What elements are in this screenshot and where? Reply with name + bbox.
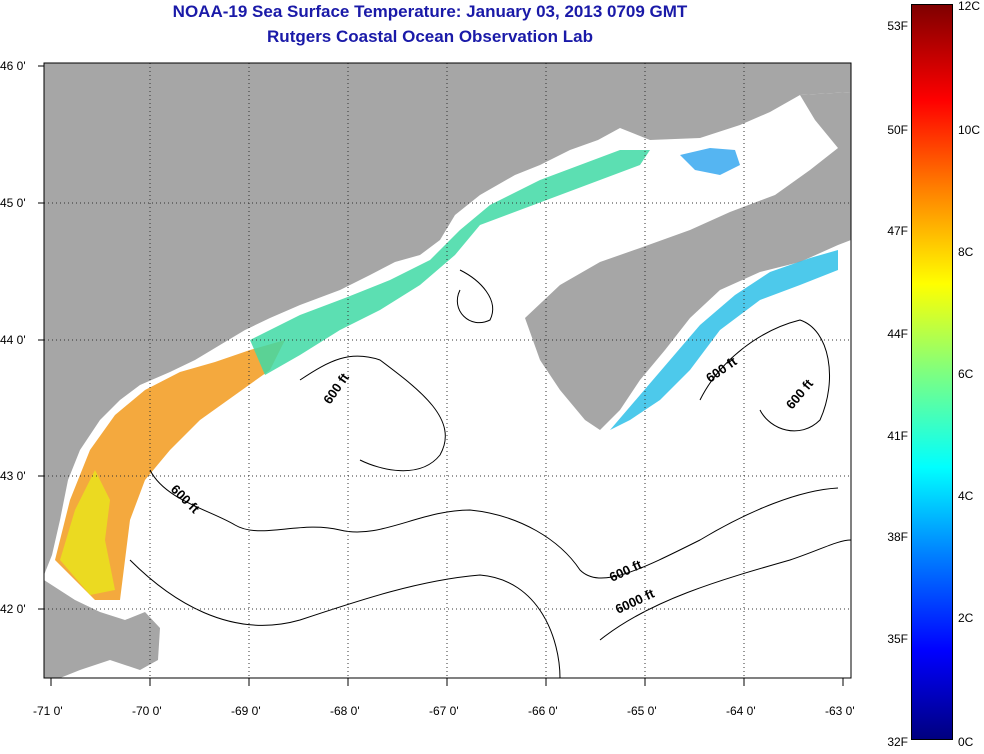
map-title: NOAA-19 Sea Surface Temperature: January… — [172, 2, 688, 21]
colorbar-label-c: 2C — [958, 611, 974, 625]
colorbar-label-c: 12C — [958, 0, 981, 13]
colorbar-label-c: 6C — [958, 367, 974, 381]
lon-label-71: -71 0' — [33, 704, 63, 718]
land-cape-cod — [44, 580, 160, 678]
colorbar-label-f: 35F — [887, 632, 908, 646]
lat-label-45: 45 0' — [0, 196, 26, 210]
graticule — [44, 63, 851, 678]
depth-contours — [129, 269, 852, 679]
colorbar-label-c: 10C — [958, 123, 981, 137]
land-new-england — [44, 63, 851, 575]
sst-green-band — [250, 150, 650, 375]
lon-label-66: -66 0' — [528, 704, 558, 718]
sst-bay-of-fundy — [680, 148, 740, 175]
lat-label-43: 43 0' — [0, 469, 26, 483]
colorbar-label-f: 53F — [887, 19, 908, 33]
colorbar-label-f: 44F — [887, 327, 908, 341]
lat-label-42: 42 0' — [0, 602, 26, 616]
colorbar-label-c: 4C — [958, 489, 974, 503]
colorbar-label-f: 32F — [887, 735, 908, 749]
map-subtitle: Rutgers Coastal Ocean Observation Lab — [267, 27, 593, 46]
lat-label-44: 44 0' — [0, 333, 26, 347]
lon-label-67: -67 0' — [429, 704, 459, 718]
sst-coastal-band — [55, 340, 285, 600]
land-nova-scotia — [525, 148, 838, 430]
sst-yellow-band — [60, 470, 115, 595]
colorbar-label-f: 38F — [887, 530, 908, 544]
lon-label-65: -65 0' — [627, 704, 657, 718]
lon-label-70: -70 0' — [132, 704, 162, 718]
lon-label-68: -68 0' — [330, 704, 360, 718]
lon-label-64: -64 0' — [726, 704, 756, 718]
axis-ticks — [38, 65, 844, 686]
colorbar-label-c: 8C — [958, 245, 974, 259]
colorbar-label-c: 0C — [958, 735, 974, 749]
colorbar-label-f: 41F — [887, 429, 908, 443]
sst-nova-scotia-band — [610, 250, 838, 430]
colorbar-label-f: 47F — [887, 224, 908, 238]
lat-label-46: 46 0' — [0, 59, 26, 73]
lon-label-69: -69 0' — [231, 704, 261, 718]
land-upper-right — [800, 92, 851, 245]
lon-label-63: -63 0' — [825, 704, 855, 718]
temperature-colorbar — [911, 4, 953, 740]
colorbar-label-f: 50F — [887, 123, 908, 137]
